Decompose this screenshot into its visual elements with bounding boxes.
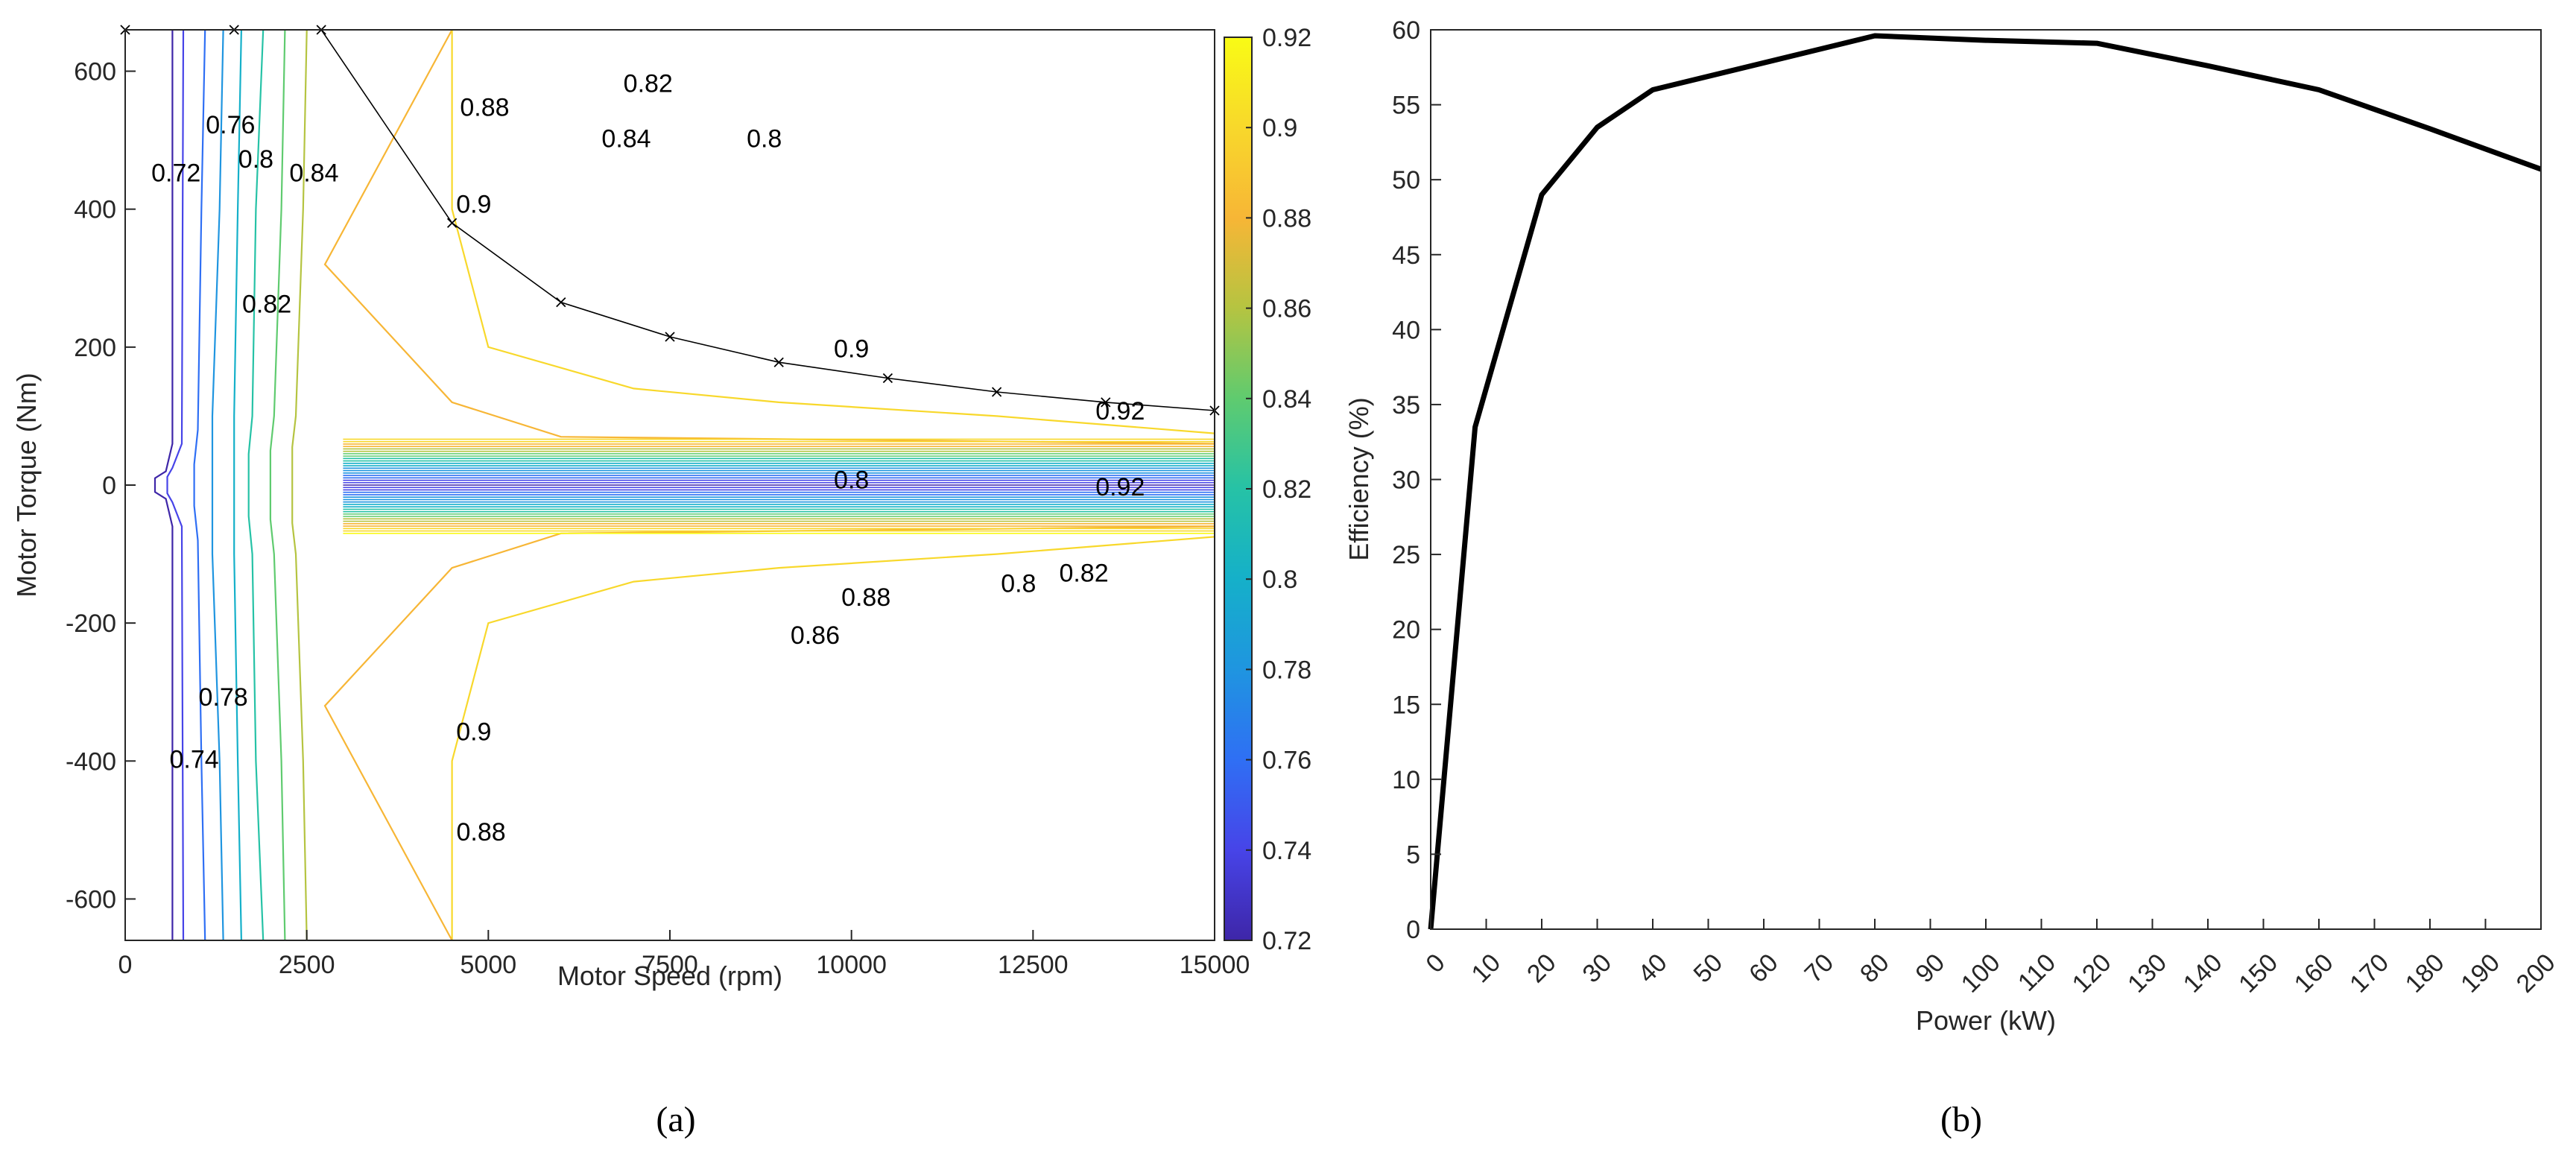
contour-label: 0.84 [601, 124, 651, 153]
y-tick-label: 200 [74, 334, 116, 362]
max-torque-marker [446, 218, 458, 228]
max-torque-marker [991, 387, 1002, 397]
contour-label: 0.9 [456, 718, 491, 747]
max-torque-marker [1101, 397, 1111, 408]
contour-label: 0.8 [747, 124, 782, 153]
colorbar-tick-label: 0.78 [1262, 656, 1311, 684]
contour-line-0_74-1 [166, 29, 185, 941]
panel-b-plot-area [1431, 30, 2541, 929]
contour-label: 0.9 [456, 190, 491, 218]
y-tick-label: 30 [1392, 466, 1420, 495]
contour-line-0_76-2 [193, 29, 206, 941]
y-tick-label: 5 [1406, 841, 1420, 869]
contour-label: 0.88 [460, 94, 509, 122]
contour-line-0_86-7 [291, 29, 308, 941]
x-tick-label: 15000 [1180, 951, 1250, 979]
contour-label: 0.82 [624, 69, 673, 98]
contour-label: 0.76 [206, 111, 255, 139]
y-tick-label: 55 [1392, 92, 1420, 120]
max-torque-marker [882, 373, 893, 384]
panel-a-caption: (a) [656, 1100, 695, 1139]
contour-line-0_82-5 [247, 29, 265, 941]
y-tick-label: -600 [66, 885, 116, 914]
y-tick-label: -200 [66, 610, 116, 638]
contour-label: 0.84 [289, 159, 338, 188]
series-line-efficiency [1428, 33, 2542, 930]
contour-label: 0.82 [242, 291, 291, 319]
colorbar-tick-label: 0.92 [1262, 24, 1311, 52]
contour-label: 0.8 [238, 145, 273, 174]
y-tick-label: 35 [1392, 391, 1420, 420]
colorbar-tick-label: 0.74 [1262, 837, 1311, 865]
panel-b-y-ticks: 0 5 10 15 20 25 30 35 40 45 50 55 60 [1392, 16, 1441, 944]
contour-label: 0.9 [834, 335, 869, 364]
contour-label: 0.72 [151, 159, 200, 188]
y-tick-label: 25 [1392, 541, 1420, 569]
y-tick-label: 10 [1392, 766, 1420, 794]
y-tick-label: 0 [102, 472, 116, 500]
contour-label: 0.78 [198, 683, 247, 712]
panel-a-colorbar: 0.72 0.74 0.76 0.78 0.8 0.82 0.84 0.86 0.88 0.9 0.… [1224, 24, 1311, 955]
contour-line-0_78-3 [211, 29, 224, 941]
panel-b-series-lines [1428, 33, 2542, 930]
colorbar-tick-label: 0.8 [1262, 566, 1297, 594]
contour-label: 0.92 [1095, 397, 1145, 425]
y-tick-label: 600 [74, 58, 116, 86]
x-tick-label: 2500 [279, 951, 335, 979]
contour-line-0_84-6 [269, 29, 286, 941]
contour-label: 0.86 [791, 621, 840, 650]
y-tick-label: 20 [1392, 616, 1420, 645]
max-torque-marker [665, 332, 675, 342]
contour-line-0_72-0 [154, 30, 174, 940]
panel-a-contour-labels: 0.720.76 0.8 0.84 0.82 0.88 0.82 0.84 0.8 0.9 0.9… [151, 69, 1145, 846]
panel-a-y-ticks: -600 -400 -200 0 200 400 600 [66, 58, 136, 914]
contour-label: 0.8 [1001, 569, 1036, 598]
x-tick-label: 10000 [816, 951, 887, 979]
contour-line-0_8-4 [233, 29, 242, 941]
contour-label: 0.88 [456, 818, 505, 846]
max-torque-marker [773, 357, 784, 367]
panel-b-y-axis-label: Efficiency (%) [1344, 397, 1374, 560]
contour-line-0_9-9 [451, 30, 1215, 434]
y-tick-label: 60 [1392, 16, 1420, 45]
colorbar-tick-label: 0.9 [1262, 114, 1297, 142]
y-tick-label: 45 [1392, 241, 1420, 270]
max-torque-marker [556, 297, 566, 308]
colorbar-tick-label: 0.86 [1262, 295, 1311, 323]
y-tick-label: 15 [1392, 691, 1420, 719]
x-tick-label: 12500 [998, 951, 1069, 979]
colorbar-tick-label: 0.82 [1262, 475, 1311, 504]
colorbar-tick-label: 0.88 [1262, 204, 1311, 232]
panel-a-x-ticks: 0 2500 5000 7500 10000 12500 15000 [118, 930, 1250, 979]
contour-label: 0.8 [834, 466, 869, 495]
x-tick-label: 7500 [642, 951, 698, 979]
colorbar-tick-label: 0.84 [1262, 385, 1311, 414]
panel-a-contour-lines [154, 29, 1215, 941]
panel-a-contour-chart: 0.720.760.8 0.840.820.880.820.84 0.80.90.9… [11, 24, 1311, 1139]
contour-label: 0.74 [169, 746, 218, 774]
y-tick-label: 400 [74, 196, 116, 224]
colorbar-tick-label: 0.72 [1262, 927, 1311, 955]
contour-line-0_9-10 [451, 536, 1215, 940]
panel-a-x-axis-label: Motor Speed (rpm) [557, 960, 782, 991]
x-tick-label: 0 [118, 951, 133, 979]
contour-label: 0.82 [1059, 560, 1108, 588]
contour-label: 0.92 [1095, 473, 1145, 501]
contour-label: 0.88 [841, 583, 890, 612]
x-tick-label: 5000 [461, 951, 517, 979]
y-tick-label: 50 [1392, 166, 1420, 194]
y-tick-label: 0 [1406, 916, 1420, 944]
y-tick-label: 40 [1392, 316, 1420, 344]
panel-a-y-axis-label: Motor Torque (Nm) [11, 373, 42, 597]
panel-b-x-axis-label: Power (kW) [1916, 1005, 2056, 1036]
colorbar-tick-label: 0.76 [1262, 747, 1311, 775]
panel-b-caption: (b) [1940, 1100, 1982, 1139]
y-tick-label: -400 [66, 747, 116, 776]
